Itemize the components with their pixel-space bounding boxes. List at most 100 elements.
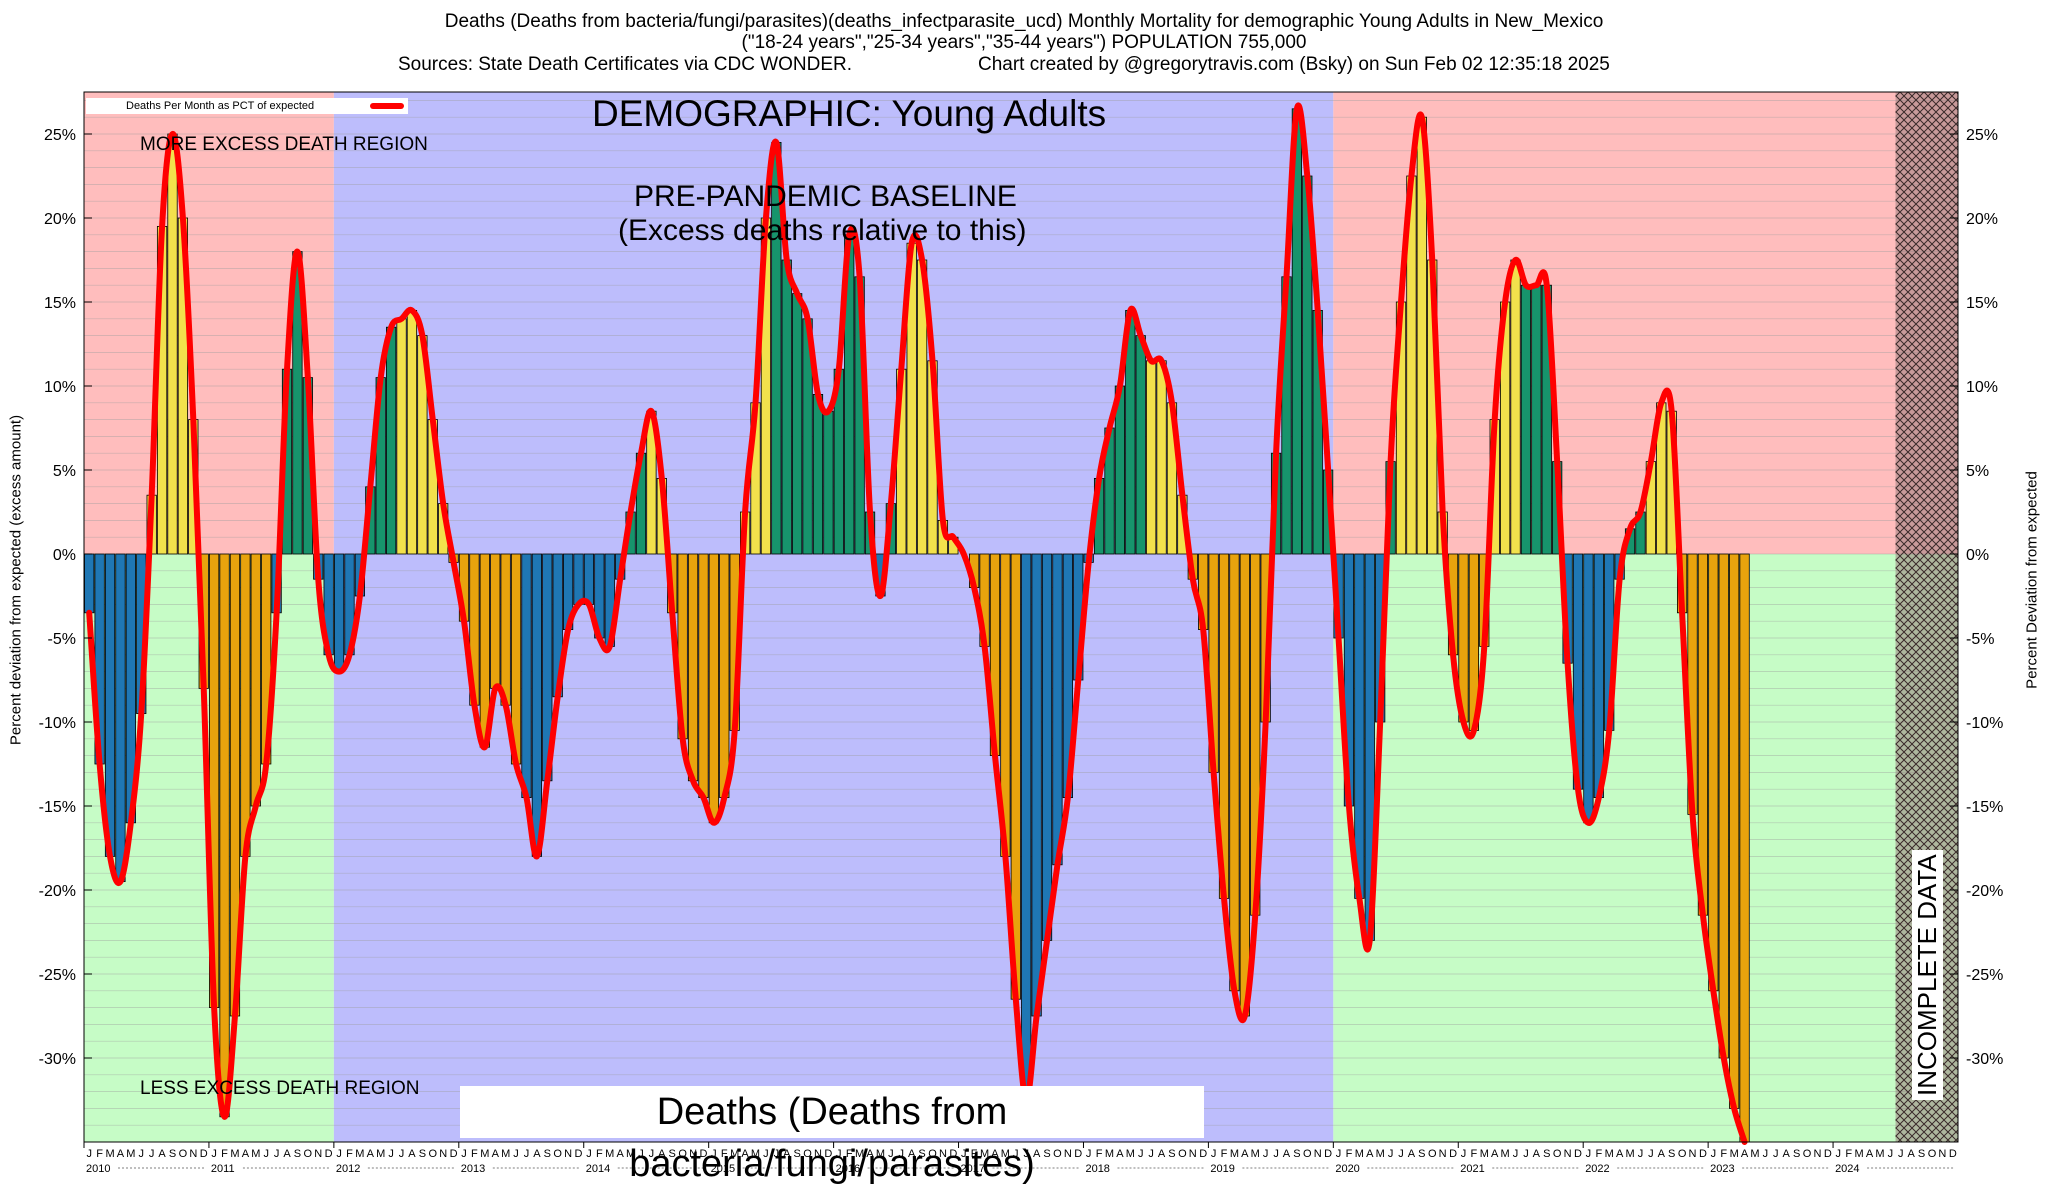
x-tick-month: D (1699, 1148, 1707, 1160)
x-tick-month: A (741, 1148, 749, 1160)
x-tick-month: M (1605, 1148, 1614, 1160)
x-tick-month: S (1418, 1148, 1425, 1160)
x-tick-month: A (158, 1148, 166, 1160)
x-tick-month: N (314, 1148, 322, 1160)
x-tick-month: M (605, 1148, 614, 1160)
x-tick-month: A (1366, 1148, 1374, 1160)
x-tick-month: S (544, 1148, 551, 1160)
less-excess-label: LESS EXCESS DEATH REGION (140, 1078, 420, 1099)
x-tick-year: 2015 (711, 1163, 735, 1175)
bar-15 (240, 553, 251, 857)
x-tick-month: S (419, 1148, 426, 1160)
x-tick-month: O (304, 1148, 313, 1160)
bar-122 (1354, 553, 1365, 899)
x-tick-month: F (1471, 1148, 1478, 1160)
x-tick-month: M (105, 1148, 114, 1160)
x-tick-month: A (1616, 1148, 1624, 1160)
x-tick-month: O (1928, 1148, 1937, 1160)
y-tick-label-right: -5% (1966, 631, 1994, 648)
x-tick-year: 2017 (961, 1163, 985, 1175)
x-tick-month: M (1251, 1148, 1260, 1160)
x-tick-month: M (1750, 1148, 1759, 1160)
x-tick-month: M (1480, 1148, 1489, 1160)
y-tick-label-right: 20% (1966, 211, 1998, 228)
x-tick-month: O (1803, 1148, 1812, 1160)
x-tick-month: A (283, 1148, 291, 1160)
baseline-label: PRE-PANDEMIC BASELINE (634, 180, 1017, 213)
x-tick-month: N (1189, 1148, 1197, 1160)
x-tick-month: D (1449, 1148, 1457, 1160)
x-tick-month: M (1355, 1148, 1364, 1160)
x-tick-month: O (553, 1148, 562, 1160)
x-tick-month: J (1138, 1148, 1144, 1160)
x-tick-month: J (1638, 1148, 1644, 1160)
y-tick-label-right: 0% (1966, 547, 1989, 564)
x-tick-month: O (1553, 1148, 1562, 1160)
x-tick-year: 2012 (336, 1163, 360, 1175)
x-tick-month: J (1648, 1148, 1654, 1160)
x-tick-month: J (1211, 1148, 1217, 1160)
x-tick-month: J (836, 1148, 842, 1160)
y-tick-label-right: 15% (1966, 295, 1998, 312)
x-tick-month: D (949, 1148, 957, 1160)
x-tick-month: F (596, 1148, 603, 1160)
x-tick-month: A (1283, 1148, 1291, 1160)
x-tick-month: J (139, 1148, 145, 1160)
x-tick-month: S (1543, 1148, 1550, 1160)
x-tick-month: F (1720, 1148, 1727, 1160)
x-tick-month: F (846, 1148, 853, 1160)
x-tick-month: M (1855, 1148, 1864, 1160)
bar-138 (1520, 284, 1532, 555)
x-tick-year: 2023 (1710, 1163, 1734, 1175)
x-tick-month: J (1336, 1148, 1342, 1160)
x-tick-month: S (669, 1148, 676, 1160)
x-tick-month: M (251, 1148, 260, 1160)
bar-159 (1739, 553, 1750, 1143)
x-tick-month: M (751, 1148, 760, 1160)
x-tick-year: 2013 (461, 1163, 485, 1175)
bar-60 (708, 553, 719, 824)
x-tick-month: N (689, 1148, 697, 1160)
x-tick-month: D (1074, 1148, 1082, 1160)
y-tick-label-left: 5% (53, 463, 76, 480)
x-tick-month: A (1491, 1148, 1499, 1160)
x-tick-month: S (793, 1148, 800, 1160)
x-tick-month: M (730, 1148, 739, 1160)
x-tick-month: J (86, 1148, 92, 1160)
x-tick-month: M (1730, 1148, 1739, 1160)
x-tick-month: A (367, 1148, 375, 1160)
x-tick-month: A (1866, 1148, 1874, 1160)
x-tick-month: D (325, 1148, 333, 1160)
x-tick-month: M (1230, 1148, 1239, 1160)
y-tick-label-right: -25% (1966, 967, 2003, 984)
x-tick-month: J (1086, 1148, 1092, 1160)
x-tick-month: J (263, 1148, 269, 1160)
y-tick-label-right: -15% (1966, 799, 2003, 816)
x-tick-year: 2016 (836, 1163, 860, 1175)
y-tick-label-left: 25% (44, 127, 76, 144)
x-tick-month: N (1938, 1148, 1946, 1160)
y-axis-left-label: Percent deviation from expected (excess … (7, 414, 25, 746)
x-tick-month: J (774, 1148, 780, 1160)
chart-subtitle: ("18-24 years","25-34 years","35-44 year… (741, 32, 1307, 53)
bottom-title: Deaths (Deaths from bacteria/fungi/paras… (460, 1086, 1204, 1185)
x-tick-month: A (117, 1148, 125, 1160)
x-tick-month: J (524, 1148, 530, 1160)
x-tick-month: J (1711, 1148, 1717, 1160)
y-tick-label-left: 10% (44, 379, 76, 396)
x-tick-month: M (480, 1148, 489, 1160)
y-tick-label-right: -20% (1966, 883, 2003, 900)
x-tick-month: O (1178, 1148, 1187, 1160)
x-tick-month: O (803, 1148, 812, 1160)
bar-16 (250, 553, 261, 807)
bar-90 (1021, 553, 1032, 1101)
bar-0 (84, 553, 95, 614)
x-tick-month: S (1168, 1148, 1175, 1160)
x-tick-month: A (783, 1148, 791, 1160)
bar-3 (115, 553, 126, 883)
bar-48 (583, 553, 595, 605)
bar-145 (1593, 553, 1604, 799)
x-tick-month: J (711, 1148, 717, 1160)
legend-label: Deaths Per Month as PCT of expected (126, 100, 315, 112)
bar-156 (1708, 553, 1719, 992)
